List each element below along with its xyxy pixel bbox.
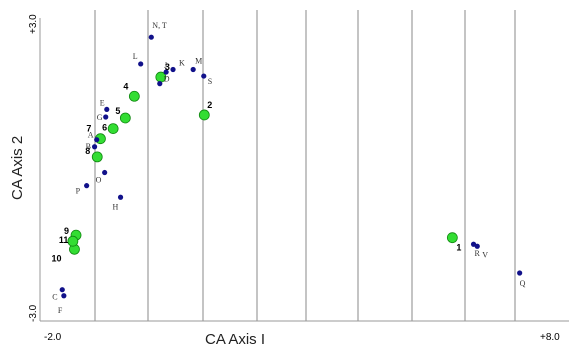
- species-point-s: [201, 73, 207, 79]
- sample-point-11: [67, 235, 79, 247]
- sample-label-8: 8: [85, 146, 90, 156]
- species-label-c: C: [52, 293, 57, 302]
- species-label-k: K: [179, 59, 185, 68]
- species-point-o: [102, 169, 108, 176]
- species-point-k: [170, 66, 176, 73]
- species-label-nt: N, T: [152, 21, 167, 30]
- sample-point-6: [107, 123, 119, 134]
- sample-point-2: [198, 109, 210, 121]
- species-label-o: O: [96, 176, 102, 185]
- species-label-g: G: [97, 113, 103, 122]
- sample-label-6: 6: [102, 123, 107, 133]
- sample-label-10: 10: [51, 253, 61, 263]
- species-point-m: [190, 66, 196, 73]
- points-layer: [59, 34, 523, 299]
- species-point-j: [163, 69, 169, 75]
- sample-label-1: 1: [456, 243, 461, 253]
- y-tick-bottom: -3.0: [28, 304, 39, 322]
- species-label-q: Q: [520, 279, 526, 288]
- species-label-d: D: [164, 75, 170, 84]
- sample-point-8: [91, 151, 103, 163]
- y-axis-title: CA Axis 2: [9, 136, 26, 200]
- sample-point-1: [446, 232, 458, 244]
- species-point-e: [104, 106, 110, 113]
- species-point-h: [117, 194, 124, 200]
- species-point-p: [84, 183, 90, 189]
- x-tick-right: +8.0: [540, 332, 560, 343]
- x-tick-left: -2.0: [44, 332, 62, 343]
- species-point-c: [59, 287, 65, 293]
- species-label-r: R: [475, 249, 481, 258]
- species-point-f: [61, 293, 67, 299]
- sample-point-5: [119, 112, 131, 124]
- species-point-d: [157, 81, 163, 87]
- species-label-m: M: [195, 57, 202, 66]
- sample-label-7: 7: [86, 124, 91, 134]
- species-point-b: [91, 144, 98, 150]
- species-point-q: [517, 270, 523, 276]
- sample-label-3: 3: [165, 62, 170, 72]
- sample-point-4: [128, 90, 140, 102]
- vertical-grid: [94, 10, 516, 321]
- species-label-s: S: [208, 77, 212, 86]
- sample-label-11: 11: [59, 235, 69, 245]
- species-label-h: H: [113, 202, 119, 211]
- species-label-p: P: [76, 187, 81, 196]
- species-label-f: F: [58, 306, 63, 315]
- species-label-v: V: [482, 250, 488, 259]
- species-label-l: L: [133, 52, 138, 61]
- species-point-v: [474, 243, 480, 249]
- species-label-b: B: [86, 142, 91, 151]
- species-label-a: A: [88, 131, 94, 140]
- species-point-nt: [148, 34, 154, 40]
- x-axis-title: CA Axis I: [205, 331, 265, 348]
- species-point-l: [138, 61, 144, 67]
- species-point-a: [94, 137, 100, 143]
- species-label-j: J: [164, 61, 167, 70]
- species-label-e: E: [100, 98, 105, 107]
- sample-label-2: 2: [207, 100, 212, 110]
- sample-label-5: 5: [115, 106, 120, 116]
- y-tick-top: +3.0: [28, 14, 39, 34]
- sample-label-4: 4: [123, 81, 128, 91]
- species-point-g: [103, 114, 109, 120]
- sample-label-9: 9: [64, 226, 69, 236]
